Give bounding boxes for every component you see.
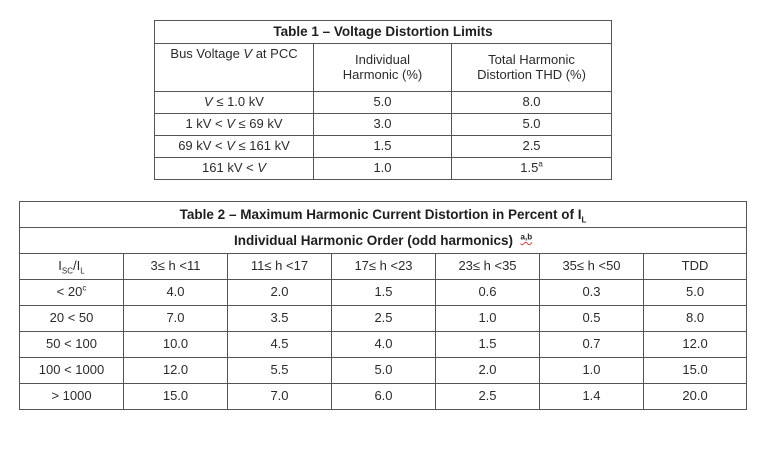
header-individual-harmonic: Individual Harmonic (%) — [313, 43, 452, 92]
column-header: 35≤ h <50 — [539, 253, 644, 280]
column-header: 17≤ h <23 — [331, 253, 436, 280]
value-cell: 2.5 — [331, 305, 436, 332]
ratio-cell: 50 < 100 — [19, 331, 124, 358]
table-row: 1 kV < V ≤ 69 kV 3.0 5.0 — [154, 113, 613, 136]
column-header: 11≤ h <17 — [227, 253, 332, 280]
table-row: 161 kV < V 1.0 1.5a — [154, 157, 613, 180]
voltage-distortion-limits-table: Table 1 – Voltage Distortion Limits Bus … — [153, 20, 613, 180]
thd-cell: 2.5 — [450, 135, 613, 158]
table-header-row: ISC/IL 3≤ h <11 11≤ h <17 17≤ h <23 23≤ … — [19, 253, 748, 280]
table-row: 100 < 1000 12.0 5.5 5.0 2.0 1.0 15.0 — [19, 357, 748, 384]
table2-subtitle: Individual Harmonic Order (odd harmonics… — [18, 227, 748, 254]
value-cell: 2.5 — [435, 383, 540, 410]
value-cell: 0.5 — [539, 305, 644, 332]
table-row: > 1000 15.0 7.0 6.0 2.5 1.4 20.0 — [19, 383, 748, 410]
bus-voltage-cell: V ≤ 1.0 kV — [154, 91, 314, 114]
value-cell: 6.0 — [331, 383, 436, 410]
table1-title: Table 1 – Voltage Distortion Limits — [153, 20, 613, 44]
value-cell: 0.7 — [539, 331, 644, 358]
bus-voltage-cell: 1 kV < V ≤ 69 kV — [154, 113, 314, 136]
value-cell: 0.6 — [435, 279, 540, 306]
value-cell: 0.3 — [539, 279, 644, 306]
footnote-marker: a,b — [520, 232, 533, 242]
value-cell: 4.0 — [123, 279, 228, 306]
thd-cell: 8.0 — [450, 91, 613, 114]
table-row: 20 < 50 7.0 3.5 2.5 1.0 0.5 8.0 — [19, 305, 748, 332]
thd-cell: 5.0 — [450, 113, 613, 136]
value-cell: 1.0 — [539, 357, 644, 384]
ratio-cell: 100 < 1000 — [19, 357, 124, 384]
value-cell: 4.5 — [227, 331, 332, 358]
table-row: V ≤ 1.0 kV 5.0 8.0 — [154, 91, 613, 114]
value-cell: 20.0 — [642, 383, 748, 410]
value-cell: 10.0 — [123, 331, 228, 358]
individual-harmonic-cell: 1.5 — [313, 135, 452, 158]
header-bus-voltage: Bus Voltage V at PCC — [154, 43, 314, 92]
value-cell: 2.0 — [435, 357, 540, 384]
harmonic-current-distortion-table: Table 2 – Maximum Harmonic Current Disto… — [18, 201, 748, 410]
value-cell: 15.0 — [123, 383, 228, 410]
ratio-cell: < 20c — [19, 279, 124, 306]
individual-harmonic-cell: 3.0 — [313, 113, 452, 136]
thd-cell: 1.5a — [450, 157, 613, 180]
value-cell: 8.0 — [642, 305, 748, 332]
value-cell: 15.0 — [642, 357, 748, 384]
individual-harmonic-cell: 5.0 — [313, 91, 452, 114]
column-header: 3≤ h <11 — [123, 253, 228, 280]
value-cell: 5.0 — [331, 357, 436, 384]
footnote-marker: a — [538, 159, 543, 169]
value-cell: 12.0 — [123, 357, 228, 384]
bus-voltage-cell: 161 kV < V — [154, 157, 314, 180]
individual-harmonic-cell: 1.0 — [313, 157, 452, 180]
value-cell: 1.5 — [435, 331, 540, 358]
column-header: 23≤ h <35 — [435, 253, 540, 280]
value-cell: 3.5 — [227, 305, 332, 332]
value-cell: 2.0 — [227, 279, 332, 306]
column-header: TDD — [642, 253, 748, 280]
table2-title: Table 2 – Maximum Harmonic Current Disto… — [18, 201, 748, 228]
value-cell: 1.5 — [331, 279, 436, 306]
header-isc-il: ISC/IL — [19, 253, 124, 280]
table-row: 69 kV < V ≤ 161 kV 1.5 2.5 — [154, 135, 613, 158]
value-cell: 1.0 — [435, 305, 540, 332]
ratio-cell: > 1000 — [19, 383, 124, 410]
bus-voltage-cell: 69 kV < V ≤ 161 kV — [154, 135, 314, 158]
header-thd: Total Harmonic Distortion THD (%) — [450, 43, 613, 92]
value-cell: 12.0 — [642, 331, 748, 358]
value-cell: 4.0 — [331, 331, 436, 358]
value-cell: 5.0 — [642, 279, 748, 306]
value-cell: 1.4 — [539, 383, 644, 410]
ratio-cell: 20 < 50 — [19, 305, 124, 332]
value-cell: 5.5 — [227, 357, 332, 384]
table-row: 50 < 100 10.0 4.5 4.0 1.5 0.7 12.0 — [19, 331, 748, 358]
value-cell: 7.0 — [227, 383, 332, 410]
table-row: < 20c 4.0 2.0 1.5 0.6 0.3 5.0 — [19, 279, 748, 306]
value-cell: 7.0 — [123, 305, 228, 332]
